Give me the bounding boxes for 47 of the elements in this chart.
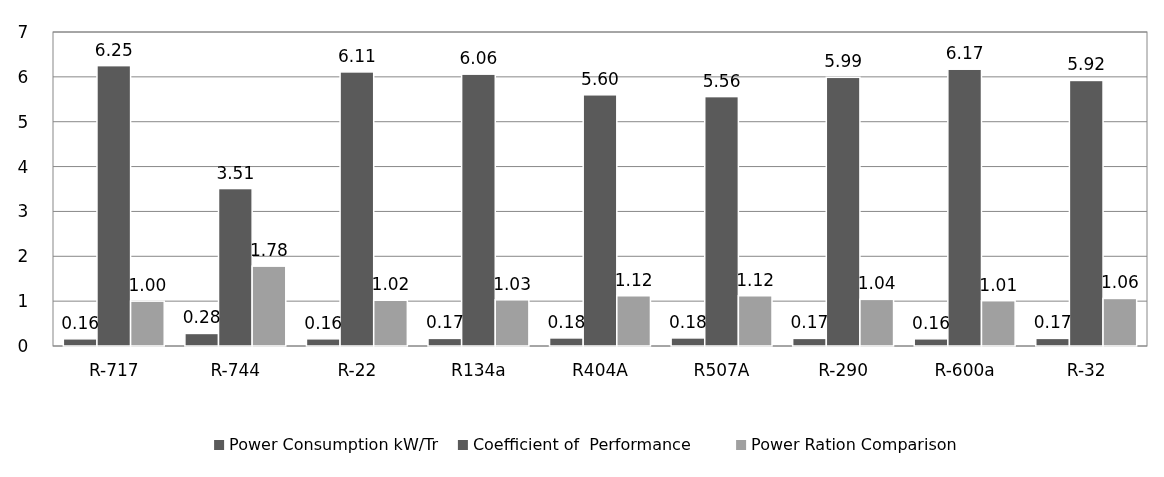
text: 1.12 xyxy=(736,269,775,290)
x-tick-label: R-22 xyxy=(337,360,377,380)
text: 5.92 xyxy=(1067,54,1106,75)
y-tick-label: 7 xyxy=(17,21,29,42)
legend-label: Power Consumption kW/Tr xyxy=(229,435,439,454)
text: 6.11 xyxy=(337,45,376,66)
text: 1.02 xyxy=(371,274,410,295)
x-tick-label: R-744 xyxy=(210,360,261,380)
text: 0.18 xyxy=(547,311,586,332)
text: 1.12 xyxy=(614,269,653,290)
text: 1.78 xyxy=(250,240,288,261)
x-tick-label: R-600a xyxy=(934,360,995,380)
x-tick-label: R134a xyxy=(451,360,506,380)
text: 1.00 xyxy=(128,275,167,296)
text: 0.17 xyxy=(1033,312,1072,333)
text: 0.18 xyxy=(669,311,707,332)
text: 6.06 xyxy=(459,48,498,69)
text: 0.28 xyxy=(182,307,221,328)
text: 0.17 xyxy=(790,312,829,333)
text: 1.06 xyxy=(1100,272,1139,293)
legend-label: Coefficient of Performance xyxy=(472,435,691,454)
x-tick-label: R-717 xyxy=(88,360,139,380)
text: 6.17 xyxy=(945,43,984,64)
y-tick-label: 5 xyxy=(17,111,29,132)
text: 1.03 xyxy=(493,273,531,294)
y-tick-label: 3 xyxy=(17,201,29,222)
y-tick-label: 4 xyxy=(17,156,29,177)
y-tick-label: 1 xyxy=(17,291,29,312)
text: 0.16 xyxy=(61,312,100,333)
text: 5.99 xyxy=(824,51,863,72)
text: 6.25 xyxy=(94,39,133,60)
y-tick-label: 6 xyxy=(17,66,29,87)
x-tick-label: R507A xyxy=(693,360,750,380)
y-tick-label: 0 xyxy=(17,335,29,356)
text: 1.04 xyxy=(857,273,896,294)
x-tick-label: R-32 xyxy=(1066,360,1106,380)
x-tick-label: R404A xyxy=(572,360,629,380)
text: 0.17 xyxy=(425,312,464,333)
text: 5.56 xyxy=(702,70,741,91)
text: 0.16 xyxy=(912,312,950,333)
text: 3.51 xyxy=(216,162,255,183)
text: 1.01 xyxy=(979,274,1018,295)
text: 5.60 xyxy=(581,68,619,89)
text: 0.16 xyxy=(304,312,343,333)
x-tick-label: R-290 xyxy=(818,360,868,380)
y-tick-label: 2 xyxy=(17,246,29,267)
legend-label: Power Ration Comparison xyxy=(751,435,957,454)
